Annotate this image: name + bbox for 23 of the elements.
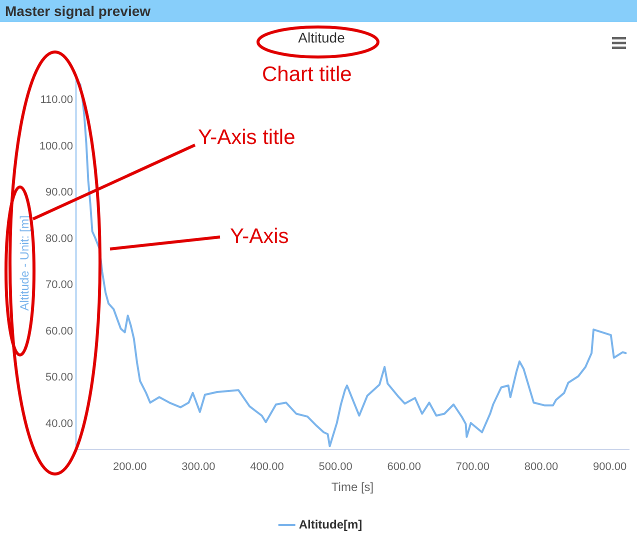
- y-tick-label: 90.00: [46, 186, 74, 199]
- chart-title: Altitude: [298, 29, 346, 46]
- text: Master signal preview: [5, 3, 151, 19]
- y-tick-label: 50.00: [46, 372, 74, 384]
- x-axis-title: Time [s]: [331, 480, 374, 494]
- y-tick-label: 60.00: [46, 325, 74, 338]
- x-tick-label: 200.00: [113, 461, 147, 474]
- annotation: Y-Axis title: [198, 126, 296, 150]
- x-tick-label: 500.00: [318, 461, 352, 474]
- x-tick-label: 300.00: [182, 461, 216, 474]
- annotation: Y-Axis: [230, 225, 289, 249]
- legend-label: Altitude[m]: [298, 517, 362, 532]
- y-tick-label: 40.00: [46, 418, 74, 430]
- y-tick-label: 110.00: [40, 94, 74, 106]
- x-tick-label: 900.00: [592, 461, 627, 474]
- x-tick-label: 600.00: [387, 461, 421, 474]
- y-tick-label: 70.00: [46, 279, 74, 292]
- annotation: Chart title: [262, 63, 352, 87]
- y-tick-label: 100.00: [39, 140, 74, 152]
- x-tick-label: 800.00: [524, 461, 558, 474]
- x-tick-label: 400.00: [250, 461, 284, 474]
- x-tick-label: 700.00: [456, 461, 490, 474]
- y-tick-label: 80.00: [46, 232, 74, 245]
